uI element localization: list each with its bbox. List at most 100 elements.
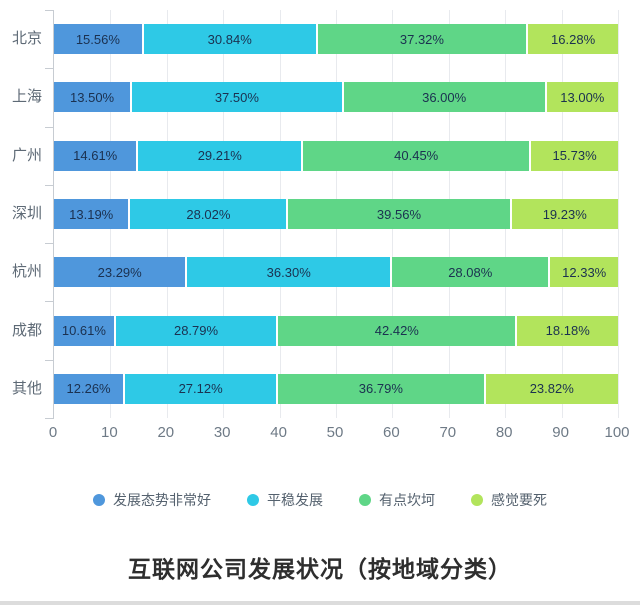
bar-segment[interactable]: 14.61% — [54, 140, 137, 171]
bar-segment[interactable]: 36.30% — [185, 257, 391, 288]
bar-segment[interactable]: 13.00% — [544, 82, 618, 113]
x-tick-label: 40 — [270, 424, 287, 441]
bar-row: 13.19% 28.02% 39.56% 19.23% — [54, 199, 618, 229]
bar-value-label: 28.02% — [186, 206, 231, 222]
bar-segment[interactable]: 19.23% — [509, 199, 618, 229]
bar-segment[interactable]: 28.79% — [113, 315, 277, 346]
y-axis-tick — [45, 418, 53, 419]
legend-label: 平稳发展 — [267, 492, 323, 508]
category-label: 上海 — [11, 88, 42, 106]
bar-segment[interactable]: 13.19% — [54, 199, 129, 229]
bar-segment[interactable]: 13.50% — [54, 82, 131, 113]
legend-label: 有点坎坷 — [379, 492, 435, 508]
bar-value-label: 13.50% — [70, 89, 115, 105]
bar-value-label: 36.30% — [266, 264, 311, 280]
x-tick-label: 20 — [157, 424, 175, 441]
bar-value-label: 15.73% — [552, 148, 597, 164]
x-tick-label: 0 — [48, 424, 58, 441]
bar-value-label: 16.28% — [551, 31, 596, 47]
bar-value-label: 15.56% — [75, 31, 120, 47]
bar-row: 12.26% 27.12% 36.79% 23.82% — [54, 373, 618, 404]
legend-item[interactable]: 有点坎坷 — [359, 490, 435, 510]
gridline — [618, 10, 619, 418]
category-label: 成都 — [11, 321, 42, 339]
bar-value-label: 23.82% — [529, 381, 574, 397]
y-axis-tick — [45, 184, 53, 186]
bar-segment[interactable]: 15.73% — [529, 140, 618, 171]
bar-row: 14.61% 29.21% 40.45% 15.73% — [54, 140, 618, 171]
bar-value-label: 39.56% — [376, 206, 422, 222]
bar-value-label: 36.00% — [422, 89, 467, 105]
bar-segment[interactable]: 12.26% — [54, 373, 124, 404]
bar-segment[interactable]: 37.32% — [315, 24, 527, 55]
x-tick-label: 10 — [101, 424, 118, 441]
x-tick-label: 80 — [495, 424, 513, 441]
bar-value-label: 30.84% — [207, 31, 252, 47]
legend-color-dot-icon — [471, 494, 483, 506]
legend-item[interactable]: 平稳发展 — [247, 490, 323, 510]
x-tick-label: 30 — [213, 424, 231, 441]
bar-row: 10.61% 28.79% 42.42% 18.18% — [54, 315, 618, 346]
bar-value-label: 28.79% — [173, 323, 219, 339]
bar-segment[interactable]: 42.42% — [276, 315, 516, 346]
bar-segment[interactable]: 10.61% — [54, 315, 114, 346]
legend: 发展态势非常好 平稳发展 有点坎坷 感觉要死 — [0, 490, 640, 510]
y-axis-line — [53, 10, 54, 419]
legend-label: 感觉要死 — [491, 492, 547, 508]
bar-segment[interactable]: 12.33% — [548, 257, 618, 288]
bar-value-label: 42.42% — [374, 323, 419, 339]
y-axis-tick — [45, 68, 53, 70]
bar-value-label: 29.21% — [197, 148, 242, 164]
category-label: 深圳 — [11, 205, 42, 222]
bar-value-label: 40.45% — [394, 148, 439, 164]
bar-segment[interactable]: 39.56% — [286, 199, 510, 229]
x-tick-label: 100 — [604, 424, 630, 441]
bar-row: 23.29% 36.30% 28.08% 12.33% — [54, 257, 618, 288]
bar-value-label: 13.00% — [560, 89, 605, 105]
bar-segment[interactable]: 36.00% — [341, 82, 545, 113]
legend-item[interactable]: 感觉要死 — [471, 490, 547, 510]
bar-segment[interactable]: 30.84% — [141, 24, 316, 55]
bar-segment[interactable]: 23.82% — [483, 373, 618, 404]
legend-color-dot-icon — [359, 494, 371, 506]
bar-value-label: 37.50% — [214, 89, 259, 105]
bar-segment[interactable]: 37.50% — [130, 82, 342, 113]
category-label: 广州 — [11, 146, 42, 164]
x-tick-label: 90 — [552, 424, 569, 441]
bar-value-label: 14.61% — [73, 148, 118, 164]
y-axis-tick — [45, 359, 53, 361]
legend-color-dot-icon — [247, 494, 259, 506]
bar-segment[interactable]: 27.12% — [123, 373, 277, 404]
bar-row: 13.50% 37.50% 36.00% 13.00% — [54, 82, 618, 113]
legend-item[interactable]: 发展态势非常好 — [93, 490, 211, 510]
bar-segment[interactable]: 23.29% — [54, 257, 186, 288]
bar-value-label: 10.61% — [61, 323, 106, 339]
bar-value-label: 12.33% — [562, 264, 607, 280]
bar-value-label: 13.19% — [69, 206, 114, 222]
bar-segment[interactable]: 15.56% — [54, 24, 142, 55]
y-axis-tick — [45, 126, 53, 128]
bar-value-label: 12.26% — [66, 381, 111, 397]
y-axis-tick — [45, 10, 53, 11]
bar-value-label: 27.12% — [178, 381, 223, 397]
bar-segment[interactable]: 36.79% — [276, 373, 484, 404]
bar-segment[interactable]: 18.18% — [515, 315, 618, 346]
bar-row: 15.56% 30.84% 37.32% 16.28% — [54, 24, 618, 55]
bar-segment[interactable]: 16.28% — [526, 24, 618, 55]
bar-value-label: 37.32% — [399, 31, 444, 47]
y-axis-tick — [45, 243, 53, 245]
bar-segment[interactable]: 28.02% — [128, 199, 287, 229]
bottom-divider — [0, 601, 640, 605]
y-axis-tick — [45, 301, 53, 303]
bar-segment[interactable]: 29.21% — [136, 140, 302, 171]
category-label: 杭州 — [11, 263, 42, 281]
bar-value-label: 19.23% — [542, 206, 587, 222]
x-tick-label: 50 — [326, 424, 344, 441]
bar-segment[interactable]: 28.08% — [390, 257, 549, 288]
category-label: 其他 — [11, 379, 42, 397]
legend-color-dot-icon — [93, 494, 105, 506]
bar-value-label: 28.08% — [448, 264, 493, 280]
bar-segment[interactable]: 40.45% — [301, 140, 530, 171]
legend-label: 发展态势非常好 — [113, 492, 211, 508]
